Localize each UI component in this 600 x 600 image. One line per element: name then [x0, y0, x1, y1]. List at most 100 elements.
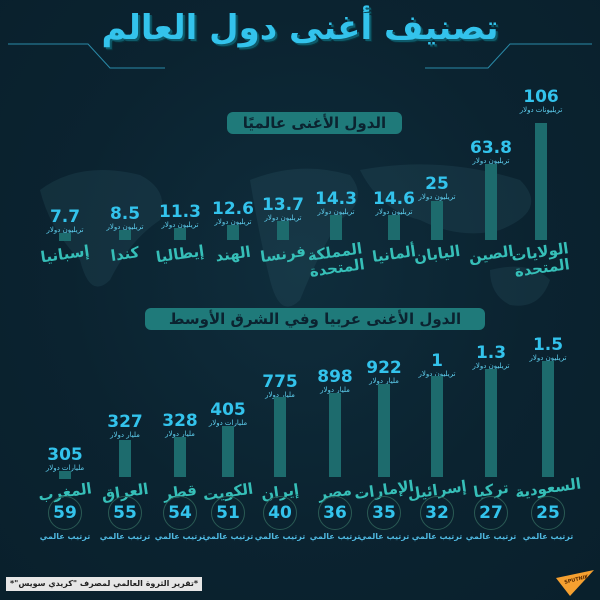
bar — [388, 215, 400, 240]
value: 8.5 — [109, 204, 141, 224]
world-rank-badge: 36 — [318, 496, 352, 530]
value-label: 1.3 تريليون دولار — [451, 344, 531, 371]
unit: تريليون دولار — [264, 214, 302, 222]
value: 106 — [523, 87, 559, 107]
value: 1.5 — [532, 335, 564, 355]
value-label: 8.5 تريليون دولار — [85, 205, 165, 232]
world-rank-badge: 40 — [263, 496, 297, 530]
unit: مليار دولار — [320, 386, 350, 394]
bar — [227, 225, 239, 240]
value-label: 7.7 تريليون دولار — [25, 208, 105, 235]
bar — [174, 437, 186, 477]
value-label: 1 تريليون دولار — [397, 352, 477, 379]
page-title: تصنيف أغنى دول العالم — [101, 8, 499, 48]
value: 14.6 — [373, 189, 415, 209]
value: 898 — [317, 367, 353, 387]
bar — [59, 471, 71, 479]
unit: تريليون دولار — [161, 221, 199, 229]
unit: تريليون دولار — [472, 157, 510, 165]
world-rank-label: ترتيب عالمي — [358, 532, 410, 541]
value-label: 775 مليار دولار — [240, 373, 320, 400]
world-rank-label: ترتيب عالمي — [154, 532, 206, 541]
bar — [174, 228, 186, 240]
bar — [485, 164, 497, 240]
bar — [431, 376, 443, 477]
value: 12.6 — [212, 199, 254, 219]
bar — [277, 221, 289, 240]
world-rank-label: ترتيب عالمي — [411, 532, 463, 541]
value-label: 63.8 تريليون دولار — [451, 139, 531, 166]
bar — [119, 440, 131, 477]
bar — [222, 426, 234, 477]
bar — [330, 215, 342, 240]
value: 328 — [162, 411, 198, 431]
unit: مليارات دولار — [208, 419, 248, 427]
unit: تريليون دولار — [106, 223, 144, 231]
bar — [542, 361, 554, 477]
value: 775 — [262, 372, 298, 392]
value: 11.3 — [159, 202, 201, 222]
unit: تريليون دولار — [418, 193, 456, 201]
world-rank-badge: 59 — [48, 496, 82, 530]
world-rank-label: ترتيب عالمي — [254, 532, 306, 541]
world-rank-badge: 35 — [367, 496, 401, 530]
world-rank-label: ترتيب عالمي — [465, 532, 517, 541]
world-rank-badge: 25 — [531, 496, 565, 530]
bar — [431, 201, 443, 240]
value: 13.7 — [262, 195, 304, 215]
value-label: 14.3 تريليون دولار — [296, 190, 376, 217]
value: 305 — [47, 445, 83, 465]
bar — [485, 369, 497, 477]
unit: تريليون دولار — [472, 362, 510, 370]
unit: تريليون دولار — [529, 354, 567, 362]
value-label: 1.5 تريليون دولار — [508, 336, 588, 363]
value-label: 13.7 تريليون دولار — [243, 196, 323, 223]
section-heading-mideast: الدول الأغنى عربيا وفي الشرق الأوسط — [145, 308, 485, 330]
value: 922 — [366, 358, 402, 378]
value: 327 — [107, 412, 143, 432]
world-rank-badge: 27 — [474, 496, 508, 530]
value: 7.7 — [49, 207, 81, 227]
value-label: 12.6 تريليون دولار — [193, 200, 273, 227]
section-heading-global: الدول الأغنى عالميًا — [227, 112, 402, 134]
unit: مليار دولار — [165, 430, 195, 438]
world-rank-label: ترتيب عالمي — [202, 532, 254, 541]
bar — [535, 123, 547, 240]
unit: تريليون دولار — [418, 370, 456, 378]
unit: مليارات دولار — [45, 464, 85, 472]
value: 1.3 — [475, 343, 507, 363]
world-rank-label: ترتيب عالمي — [522, 532, 574, 541]
title-decoration-lines — [8, 43, 592, 69]
unit: تريليون دولار — [375, 208, 413, 216]
unit: تريليونات دولار — [519, 106, 563, 114]
value-label: 14.6 تريليون دولار — [354, 190, 434, 217]
sputnik-logo-icon: SPUTNIK — [556, 570, 594, 596]
value: 63.8 — [470, 138, 512, 158]
bar — [119, 230, 131, 240]
world-rank-badge: 32 — [420, 496, 454, 530]
value-label: 11.3 تريليون دولار — [140, 203, 220, 230]
value-label: 305 مليارات دولار — [25, 446, 105, 473]
unit: تريليون دولار — [46, 226, 84, 234]
value-label: 25 تريليون دولار — [397, 175, 477, 202]
world-rank-label: ترتيب عالمي — [309, 532, 361, 541]
value-label: 922 مليار دولار — [344, 359, 424, 386]
unit: مليار دولار — [110, 431, 140, 439]
world-rank-badge: 55 — [108, 496, 142, 530]
unit: مليار دولار — [265, 391, 295, 399]
unit: مليار دولار — [369, 377, 399, 385]
value: 14.3 — [315, 189, 357, 209]
value-label: 328 مليار دولار — [140, 412, 220, 439]
world-rank-label: ترتيب عالمي — [99, 532, 151, 541]
bar — [378, 384, 390, 477]
value-label: 327 مليار دولار — [85, 413, 165, 440]
source-footnote: *تقرير الثروة العالمي لمصرف "كريدي سويس"… — [6, 577, 203, 591]
value-label: 106 تريليونات دولار — [501, 88, 581, 115]
unit: تريليون دولار — [317, 208, 355, 216]
world-rank-badge: 54 — [163, 496, 197, 530]
world-rank-badge: 51 — [211, 496, 245, 530]
value-label: 898 مليار دولار — [295, 368, 375, 395]
bar — [274, 397, 286, 477]
unit: تريليون دولار — [214, 218, 252, 226]
